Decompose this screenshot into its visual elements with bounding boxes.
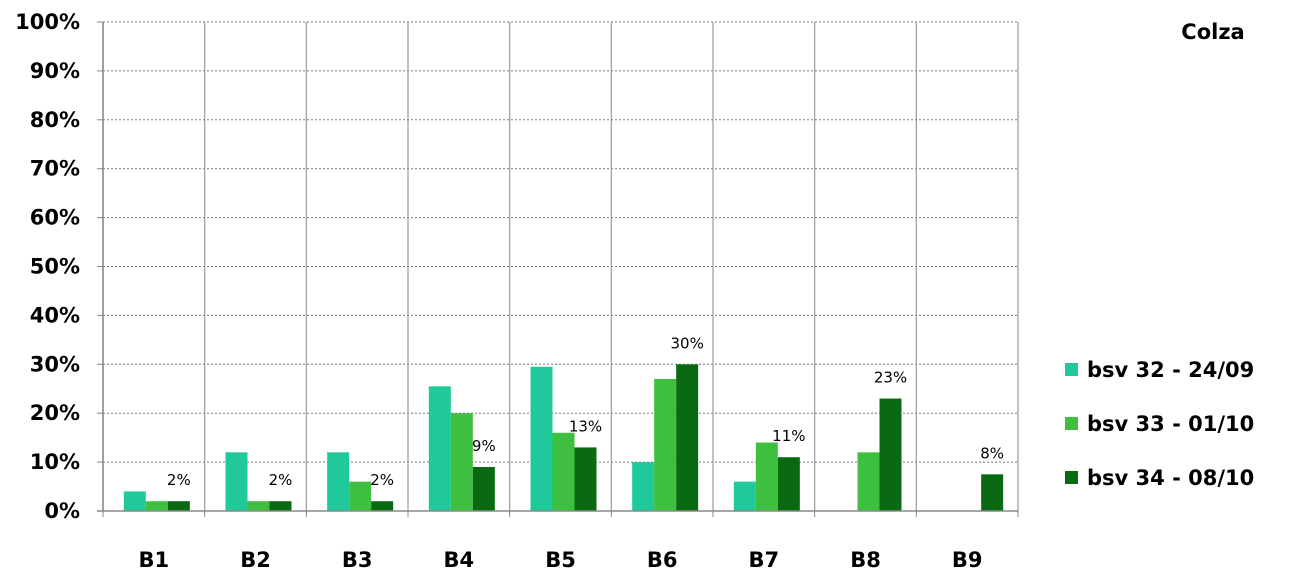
y-tick-label: 0% [44, 499, 80, 523]
bar-b3-series-1 [327, 452, 350, 511]
x-tick-label: B4 [444, 548, 475, 572]
data-label: 11% [772, 427, 805, 445]
bar-b8-series-2 [857, 452, 880, 511]
bar-b2-series-1 [225, 452, 248, 511]
x-tick-label: B1 [139, 548, 170, 572]
bar-b7-series-2 [755, 442, 778, 511]
chart-axes: 0% 10% 20% 30% 40% 50% 60% 70% 80% 90% 100% B1 B2 B3 B… [15, 10, 1019, 572]
bar-b8-series-3 [879, 398, 902, 511]
bar-b3-series-3 [371, 501, 394, 511]
legend-swatch [1065, 417, 1078, 430]
y-tick-label: 60% [30, 206, 80, 230]
bar-b5-series-2 [552, 432, 575, 511]
bar-b3-series-2 [349, 481, 372, 511]
data-label: 2% [269, 471, 293, 489]
bar-b6-series-3 [676, 364, 699, 511]
bar-b9-series-3 [981, 474, 1004, 511]
legend-label: bsv 34 - 08/10 [1087, 466, 1254, 490]
y-tick-label: 30% [30, 352, 80, 376]
chart-gridlines [102, 21, 1019, 511]
bar-b4-series-1 [428, 386, 451, 511]
y-tick-label: 50% [30, 255, 80, 279]
x-tick-label: B5 [545, 548, 576, 572]
y-tick-label: 10% [30, 450, 80, 474]
bar-b5-series-3 [574, 447, 597, 511]
data-label: 8% [980, 444, 1004, 462]
data-label: 30% [670, 334, 703, 352]
y-tick-label: 70% [30, 157, 80, 181]
y-tick-label: 100% [15, 10, 80, 34]
chart-title: Colza [1181, 20, 1244, 44]
x-tick-label: B2 [240, 548, 271, 572]
y-tick-label: 20% [30, 401, 80, 425]
y-tick-label: 80% [30, 108, 80, 132]
bar-b2-series-2 [247, 501, 270, 511]
y-tick-label: 90% [30, 59, 80, 83]
legend-swatch [1065, 363, 1078, 376]
data-label: 9% [472, 437, 496, 455]
bar-b4-series-3 [472, 466, 495, 511]
bar-b2-series-3 [269, 501, 292, 511]
x-tick-label: B8 [850, 548, 881, 572]
bar-b4-series-2 [450, 413, 473, 511]
bar-b1-series-2 [145, 501, 168, 511]
legend-swatch [1065, 471, 1078, 484]
bar-b7-series-1 [733, 481, 756, 511]
x-tick-label: B3 [342, 548, 373, 572]
data-label: 2% [167, 471, 191, 489]
bar-b7-series-3 [777, 457, 800, 511]
chart-legend: bsv 32 - 24/09 bsv 33 - 01/10 bsv 34 - 08/… [1065, 358, 1254, 490]
bar-b6-series-2 [654, 378, 677, 511]
bar-b1-series-1 [123, 491, 146, 511]
data-label: 23% [874, 369, 907, 387]
chart-bars [123, 364, 1004, 511]
x-tick-label: B7 [749, 548, 780, 572]
x-tick-label: B9 [952, 548, 983, 572]
chart-data-labels: 2% 2% 2% 9% 13% 30% 11% 23% 8% [167, 334, 1004, 489]
data-label: 2% [370, 471, 394, 489]
x-tick-label: B6 [647, 548, 678, 572]
bar-b1-series-3 [167, 501, 190, 511]
data-label: 13% [569, 417, 602, 435]
bar-b5-series-1 [530, 366, 553, 511]
y-tick-label: 40% [30, 303, 80, 327]
bar-b6-series-1 [632, 462, 655, 511]
legend-label: bsv 32 - 24/09 [1087, 358, 1254, 382]
legend-label: bsv 33 - 01/10 [1087, 412, 1254, 436]
